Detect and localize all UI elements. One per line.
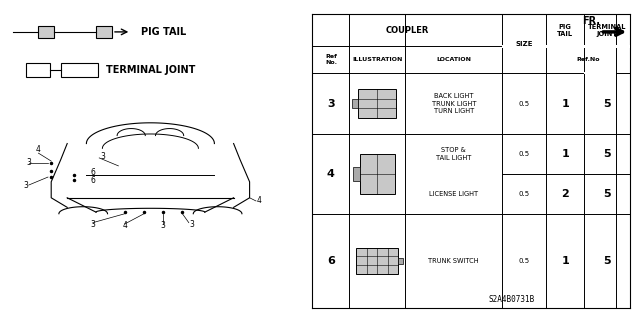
Text: S2A4B0731B: S2A4B0731B [489,295,535,304]
Bar [352,99,358,108]
Text: 4: 4 [257,197,262,205]
Text: 5: 5 [604,189,611,199]
Text: TRUNK SWITCH: TRUNK SWITCH [428,258,479,264]
Bar [546,45,630,48]
Text: PIG
TAIL: PIG TAIL [557,24,573,37]
Text: TERMINAL
JOINT: TERMINAL JOINT [588,24,627,37]
Text: 2: 2 [561,189,569,199]
Bar [584,72,616,74]
Text: COUPLER: COUPLER [386,26,429,35]
Bar [356,248,398,274]
Text: 0.5: 0.5 [518,151,530,157]
Text: 3: 3 [161,221,166,230]
Bar [398,257,403,264]
Bar [358,89,396,118]
Bar [38,26,54,38]
Text: 6: 6 [90,168,95,177]
Text: 0.5: 0.5 [518,101,530,107]
Text: 4: 4 [327,169,335,179]
Text: 6: 6 [327,256,335,266]
Bar [96,26,112,38]
Text: Ref
No.: Ref No. [325,55,337,65]
Text: 1: 1 [561,149,569,159]
Bar [353,167,360,181]
Text: TERMINAL JOINT: TERMINAL JOINT [106,65,195,75]
Text: STOP &
TAIL LIGHT: STOP & TAIL LIGHT [436,147,472,161]
Text: 3: 3 [189,220,195,229]
Text: 5: 5 [604,149,611,159]
Bar [61,63,98,77]
Text: PIG TAIL: PIG TAIL [141,27,186,37]
Text: 0.5: 0.5 [518,258,530,264]
Bar [26,63,50,77]
Text: 4: 4 [36,145,41,154]
Text: 5: 5 [604,256,611,266]
Bar [360,154,395,194]
Text: 3: 3 [23,181,28,189]
Text: LICENSE LIGHT: LICENSE LIGHT [429,191,478,197]
Text: Ref.No: Ref.No [577,57,600,62]
Text: SIZE: SIZE [515,41,533,47]
Bar [502,45,546,48]
Text: LOCATION: LOCATION [436,57,471,62]
Text: 3: 3 [327,99,335,109]
Text: 3: 3 [90,220,95,229]
Text: BACK LIGHT
TRUNK LIGHT
TURN LIGHT: BACK LIGHT TRUNK LIGHT TURN LIGHT [431,93,476,114]
Text: ILLUSTRATION: ILLUSTRATION [352,57,403,62]
Text: 4: 4 [122,221,127,230]
Text: 1: 1 [561,99,569,109]
Text: FR.: FR. [582,16,600,26]
Text: 1: 1 [561,256,569,266]
Text: 6: 6 [90,176,95,185]
Text: 3: 3 [100,152,105,161]
Text: 3: 3 [26,158,31,167]
Text: 0.5: 0.5 [518,191,530,197]
Text: 5: 5 [604,99,611,109]
